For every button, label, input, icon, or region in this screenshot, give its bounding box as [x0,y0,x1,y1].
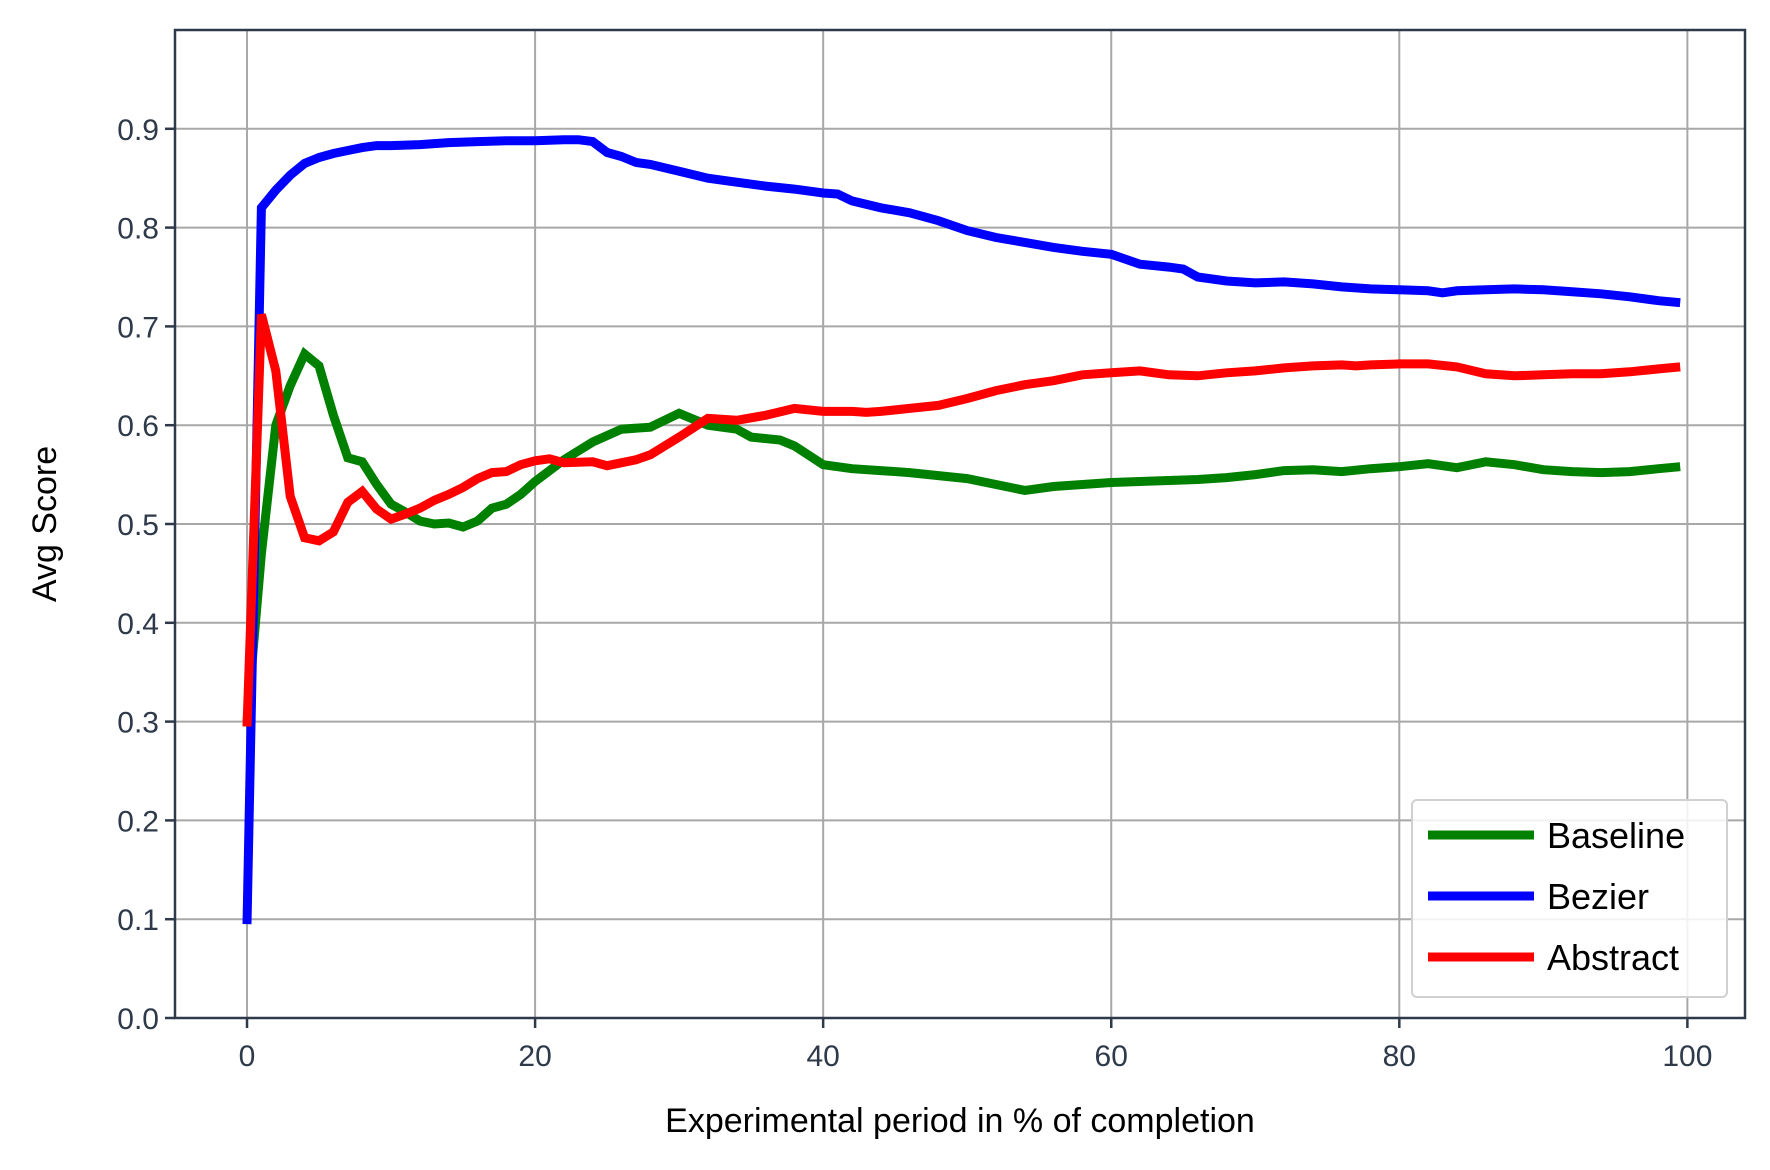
y-tick-label: 0.0 [117,1003,159,1036]
x-tick-label: 40 [806,1040,839,1073]
legend-box [1411,799,1728,998]
x-axis-title: Experimental period in % of completion [665,1102,1255,1140]
y-tick-label: 0.2 [117,805,159,838]
x-tick-label: 20 [518,1040,551,1073]
legend-label: Bezier [1547,876,1649,917]
y-tick-label: 0.6 [117,410,159,443]
series-line-baseline [242,346,1681,722]
y-axis-title: Avg Score [26,446,64,602]
y-tick-label: 0.5 [117,509,159,542]
x-tick-label: 0 [239,1040,256,1073]
y-tick-label: 0.7 [117,311,159,344]
series-line-bezier [242,135,1681,925]
y-tick-label: 0.3 [117,707,159,740]
y-tick-label: 0.4 [117,608,159,641]
y-tick-label: 0.8 [117,213,159,246]
legend-label: Abstract [1547,937,1679,978]
axis-ticks: 0 20 40 60 80 100 0.0 0.1 0.2 0.3 0.4 0.5 0.6 0.7 0.8 0… [117,114,1712,1073]
x-tick-label: 80 [1383,1040,1416,1073]
legend-label: Baseline [1547,815,1685,856]
series-line-abstract [242,313,1681,727]
legend: Baseline Bezier Abstract [1411,799,1728,998]
series-lines [242,135,1681,925]
x-tick-label: 60 [1095,1040,1128,1073]
y-tick-label: 0.9 [117,114,159,147]
y-tick-label: 0.1 [117,904,159,937]
x-tick-label: 100 [1662,1040,1712,1073]
